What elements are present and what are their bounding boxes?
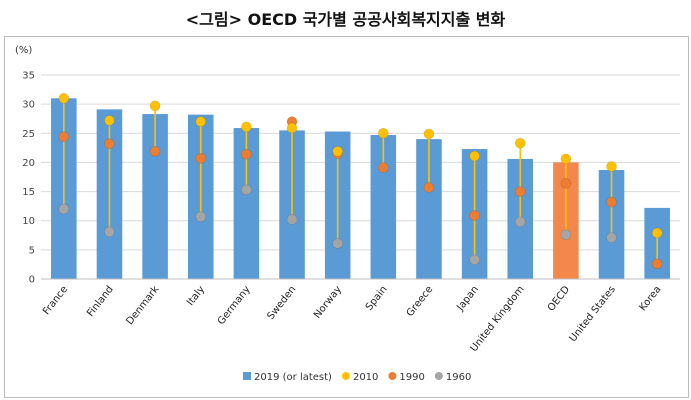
x-tick-label: Finland xyxy=(85,284,116,319)
y-tick-label: 15 xyxy=(22,187,35,198)
y-tick-label: 0 xyxy=(29,275,35,286)
page-title: <그림> OECD 국가별 공공사회복지지출 변화 xyxy=(185,10,506,29)
data-point xyxy=(195,211,207,222)
x-tick-label: Greece xyxy=(405,284,436,319)
data-point xyxy=(241,121,252,133)
legend-swatch xyxy=(434,372,443,380)
data-point xyxy=(606,161,617,172)
data-point xyxy=(606,196,617,208)
x-tick-label: Sweden xyxy=(265,284,298,322)
data-point xyxy=(514,216,526,228)
data-point xyxy=(241,184,252,196)
x-tick-label: Spain xyxy=(364,284,390,313)
x-tick-label: Italy xyxy=(185,284,207,308)
y-tick-label: 35 xyxy=(22,71,35,82)
legend-label: 2010 xyxy=(353,372,378,383)
data-point xyxy=(514,186,526,197)
data-point xyxy=(378,162,389,173)
legend-label: 2019 (or latest) xyxy=(254,372,332,383)
x-tick-label: Korea xyxy=(637,284,663,313)
data-point xyxy=(149,146,161,157)
data-point xyxy=(104,115,115,126)
data-point xyxy=(195,153,207,164)
data-point xyxy=(469,210,480,221)
x-tick-label: France xyxy=(41,284,70,317)
data-point xyxy=(651,258,663,270)
x-tick-label: Germany xyxy=(216,284,253,327)
legend-label: 1990 xyxy=(399,372,424,383)
data-point xyxy=(469,254,480,266)
data-point xyxy=(332,238,343,249)
data-point xyxy=(378,127,389,139)
y-tick-label: 5 xyxy=(29,245,35,256)
legend-swatch xyxy=(388,372,397,380)
data-point xyxy=(149,100,161,112)
x-tick-label: Denmark xyxy=(125,284,162,327)
data-point xyxy=(423,128,435,140)
y-axis-label: (%) xyxy=(15,45,32,56)
bar-chart: (%) 0 5 10 15 20 25 30 35 France Finland Denmark Ita… xyxy=(15,45,680,383)
legend-swatch xyxy=(341,372,350,380)
data-point xyxy=(286,122,298,134)
chart-area: (%) 0 5 10 15 20 25 30 35 France Finland Denmark Ita… xyxy=(4,36,689,398)
legend-label: 1960 xyxy=(446,372,471,383)
data-point xyxy=(560,153,572,165)
data-point xyxy=(58,131,70,143)
data-point xyxy=(195,116,207,127)
data-point xyxy=(514,137,526,149)
data-point xyxy=(104,226,115,238)
y-tick-label: 25 xyxy=(22,129,35,140)
y-tick-label: 10 xyxy=(22,216,35,227)
data-point xyxy=(104,138,115,150)
data-point xyxy=(469,150,480,162)
y-tick-label: 20 xyxy=(22,158,35,169)
data-point xyxy=(241,148,252,160)
data-point xyxy=(651,227,663,239)
x-tick-label: Japan xyxy=(455,284,481,314)
data-point xyxy=(58,93,70,104)
data-point xyxy=(606,232,617,243)
data-point xyxy=(286,214,298,225)
data-point xyxy=(58,203,70,215)
data-point xyxy=(560,229,572,241)
legend-swatch xyxy=(243,372,251,380)
data-point xyxy=(332,146,343,157)
data-point xyxy=(560,178,572,189)
data-point xyxy=(423,182,435,193)
x-tick-label: Norway xyxy=(312,284,344,321)
y-tick-label: 30 xyxy=(22,100,35,111)
x-tick-label: OECD xyxy=(546,284,573,314)
x-tick-label: United States xyxy=(568,284,618,344)
